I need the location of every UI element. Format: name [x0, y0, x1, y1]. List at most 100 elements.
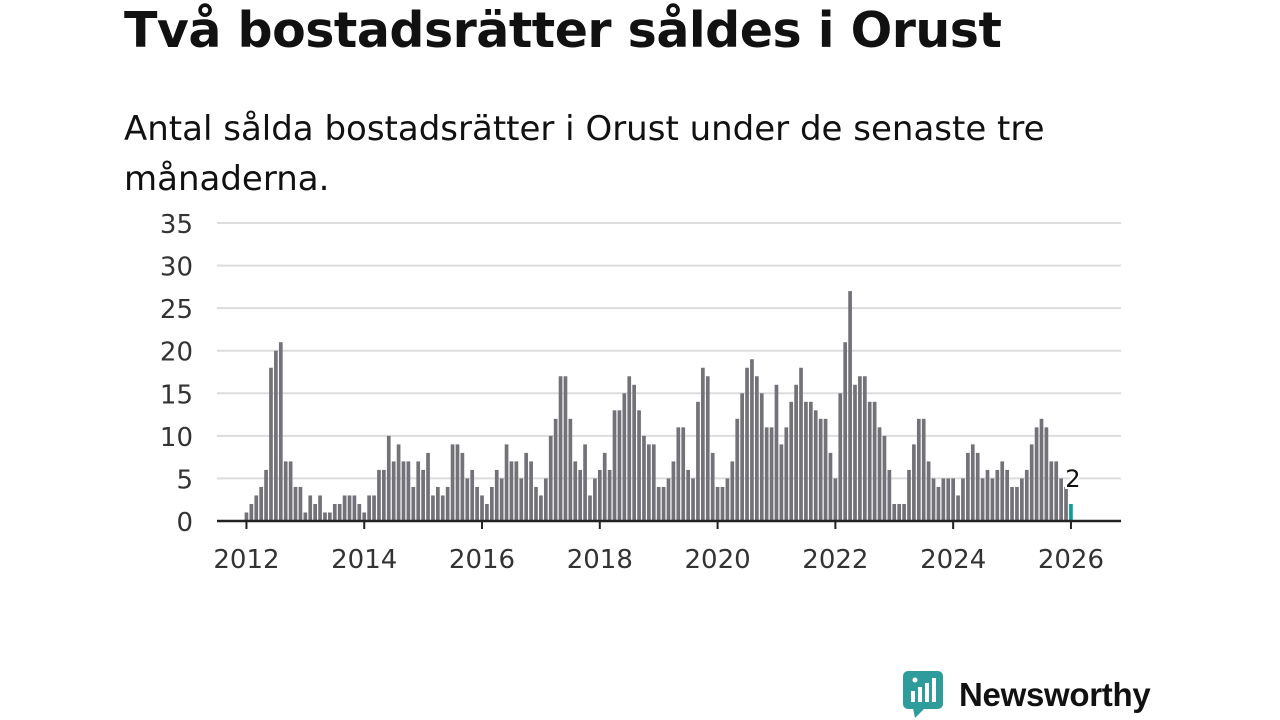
bar: [254, 495, 259, 521]
bar: [676, 427, 681, 521]
bar: [558, 376, 563, 521]
bar: [259, 486, 264, 521]
bar: [808, 401, 813, 521]
bar: [980, 478, 985, 521]
bar: [966, 452, 970, 521]
bar: [897, 503, 902, 521]
bar: [332, 503, 337, 521]
bar: [524, 452, 529, 521]
bar: [529, 461, 533, 521]
x-tick-label: 2022: [802, 545, 868, 575]
bar: [691, 478, 695, 521]
x-tick-label: 2012: [213, 545, 279, 575]
bar: [867, 401, 872, 521]
bar: [1039, 418, 1044, 521]
bar: [1024, 469, 1029, 521]
bar: [421, 469, 425, 521]
bar: [249, 503, 254, 521]
bar: [730, 461, 735, 521]
bar: [936, 486, 941, 521]
bar: [617, 410, 622, 521]
bar: [642, 435, 646, 521]
bar: [1054, 461, 1059, 521]
bar: [1029, 444, 1034, 521]
bar: [823, 418, 828, 521]
bar: [313, 503, 318, 521]
bar: [386, 435, 391, 521]
bar: [416, 461, 421, 521]
bar: [480, 495, 484, 521]
bar: [740, 393, 744, 521]
x-tick-label: 2018: [567, 545, 633, 575]
bar: [347, 495, 352, 521]
bar: [534, 486, 538, 521]
bar: [352, 495, 357, 521]
bar: [499, 478, 504, 521]
bar: [372, 495, 376, 521]
bar: [661, 486, 666, 521]
bar: [622, 393, 627, 521]
bar: [651, 444, 656, 521]
bar: [514, 461, 519, 521]
bar: [455, 444, 460, 521]
bar: [519, 478, 524, 521]
brand-logo: Newsworthy: [903, 671, 1151, 719]
bar: [647, 444, 651, 521]
y-tick-label: 25: [160, 295, 193, 325]
bar: [440, 495, 445, 521]
bar: [833, 478, 838, 521]
bar: [759, 393, 764, 521]
bar: [681, 427, 686, 521]
bar: [931, 478, 936, 521]
bar: [342, 495, 347, 521]
x-tick-label: 2020: [685, 545, 751, 575]
bar: [494, 469, 499, 521]
bar: [627, 376, 632, 521]
bar: [357, 503, 362, 521]
bar: [725, 478, 730, 521]
bar: [377, 469, 381, 521]
bar: [293, 486, 298, 521]
bar: [460, 452, 465, 521]
bar: [401, 461, 406, 521]
bar: [862, 376, 867, 521]
bar: [543, 478, 548, 521]
bar: [696, 401, 700, 521]
bar: [975, 452, 980, 521]
bar: [362, 512, 367, 521]
bar: [323, 512, 327, 521]
bar: [902, 503, 906, 521]
bar: [269, 367, 273, 521]
bar: [274, 350, 278, 521]
bar: [612, 410, 617, 521]
bar: [1059, 478, 1063, 521]
bar: [637, 410, 641, 521]
gridlines: [217, 222, 1121, 480]
bar: [735, 418, 740, 521]
bar: [774, 384, 779, 521]
bar: [1015, 486, 1019, 521]
bar: [818, 418, 823, 521]
bar: [328, 512, 332, 521]
bar: [799, 367, 803, 521]
bar: [406, 461, 411, 521]
bar: [666, 478, 671, 521]
y-axis-ticks: 0 5 10 15 20 25 30 35: [160, 210, 193, 538]
x-tick-label: 2014: [331, 545, 397, 575]
bar: [961, 478, 965, 521]
bar: [813, 410, 818, 521]
bar: [882, 435, 887, 521]
bar: [754, 376, 759, 521]
bar: [288, 461, 293, 521]
bar: [916, 418, 921, 521]
bar: [779, 444, 784, 521]
bar: [578, 469, 583, 521]
bar: [602, 452, 607, 521]
bar: [445, 486, 450, 521]
x-tick-label: 2026: [1038, 545, 1104, 575]
bar: [632, 384, 637, 521]
chart-title: Två bostadsrätter såldes i Orust: [124, 2, 1002, 59]
bar-highlight: [1069, 503, 1073, 521]
bar: [318, 495, 322, 521]
bar: [278, 342, 283, 521]
